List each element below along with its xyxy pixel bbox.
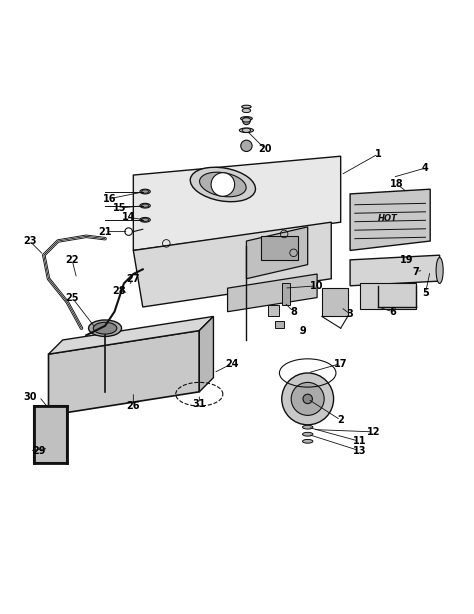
Ellipse shape bbox=[242, 128, 251, 133]
Circle shape bbox=[282, 373, 334, 425]
Text: 1: 1 bbox=[375, 149, 382, 159]
Circle shape bbox=[291, 383, 324, 416]
Ellipse shape bbox=[93, 322, 117, 334]
Text: 27: 27 bbox=[127, 274, 140, 284]
Polygon shape bbox=[133, 222, 331, 307]
Text: 13: 13 bbox=[353, 446, 366, 456]
Text: 28: 28 bbox=[112, 286, 126, 295]
Bar bbox=[282, 284, 290, 305]
Ellipse shape bbox=[302, 432, 313, 436]
Text: 5: 5 bbox=[422, 288, 429, 298]
Text: 29: 29 bbox=[32, 446, 46, 456]
Bar bbox=[261, 236, 298, 260]
Ellipse shape bbox=[242, 118, 251, 122]
Text: 18: 18 bbox=[391, 179, 404, 190]
Text: 22: 22 bbox=[65, 255, 79, 265]
Polygon shape bbox=[228, 274, 317, 312]
Bar bbox=[275, 321, 284, 328]
Text: 8: 8 bbox=[290, 307, 297, 317]
Text: 14: 14 bbox=[122, 212, 136, 222]
Ellipse shape bbox=[242, 105, 251, 108]
Text: HOT: HOT bbox=[378, 214, 398, 223]
Circle shape bbox=[211, 173, 235, 196]
Text: 24: 24 bbox=[226, 359, 239, 368]
Bar bbox=[35, 406, 67, 462]
Polygon shape bbox=[48, 330, 199, 416]
Text: 30: 30 bbox=[23, 392, 36, 402]
Text: 2: 2 bbox=[337, 415, 344, 425]
Ellipse shape bbox=[239, 128, 254, 133]
Bar bbox=[268, 305, 279, 316]
Ellipse shape bbox=[200, 172, 246, 196]
Ellipse shape bbox=[142, 190, 149, 193]
Ellipse shape bbox=[89, 320, 121, 336]
Ellipse shape bbox=[242, 109, 251, 112]
Ellipse shape bbox=[190, 167, 255, 202]
Text: 3: 3 bbox=[346, 309, 354, 319]
Text: 11: 11 bbox=[353, 437, 366, 446]
Text: 15: 15 bbox=[112, 203, 126, 213]
Text: 21: 21 bbox=[98, 227, 112, 236]
Ellipse shape bbox=[140, 189, 150, 194]
Text: 9: 9 bbox=[300, 325, 306, 336]
Text: 31: 31 bbox=[192, 398, 206, 408]
Text: 17: 17 bbox=[334, 359, 347, 368]
Bar bbox=[359, 284, 416, 309]
Polygon shape bbox=[133, 156, 341, 251]
Ellipse shape bbox=[436, 257, 443, 284]
Text: 10: 10 bbox=[310, 281, 324, 291]
Text: 6: 6 bbox=[389, 307, 396, 317]
Polygon shape bbox=[48, 316, 213, 354]
Text: 4: 4 bbox=[422, 163, 429, 173]
Ellipse shape bbox=[142, 204, 149, 208]
Text: 19: 19 bbox=[400, 255, 413, 265]
Polygon shape bbox=[350, 189, 430, 251]
Ellipse shape bbox=[140, 217, 150, 222]
Bar bbox=[322, 288, 348, 316]
Circle shape bbox=[243, 117, 250, 125]
Text: 16: 16 bbox=[103, 193, 117, 204]
Text: 23: 23 bbox=[23, 236, 36, 246]
Ellipse shape bbox=[302, 440, 313, 443]
Circle shape bbox=[241, 140, 252, 152]
Text: 12: 12 bbox=[367, 427, 381, 437]
Text: 7: 7 bbox=[413, 266, 419, 277]
Text: 20: 20 bbox=[258, 144, 272, 154]
Ellipse shape bbox=[240, 117, 252, 120]
Ellipse shape bbox=[142, 218, 149, 222]
Ellipse shape bbox=[302, 426, 313, 429]
Text: 26: 26 bbox=[127, 401, 140, 411]
Ellipse shape bbox=[140, 203, 150, 208]
Circle shape bbox=[303, 394, 312, 403]
Polygon shape bbox=[350, 255, 439, 286]
Polygon shape bbox=[246, 227, 308, 279]
Text: 25: 25 bbox=[65, 293, 79, 303]
Polygon shape bbox=[199, 316, 213, 392]
